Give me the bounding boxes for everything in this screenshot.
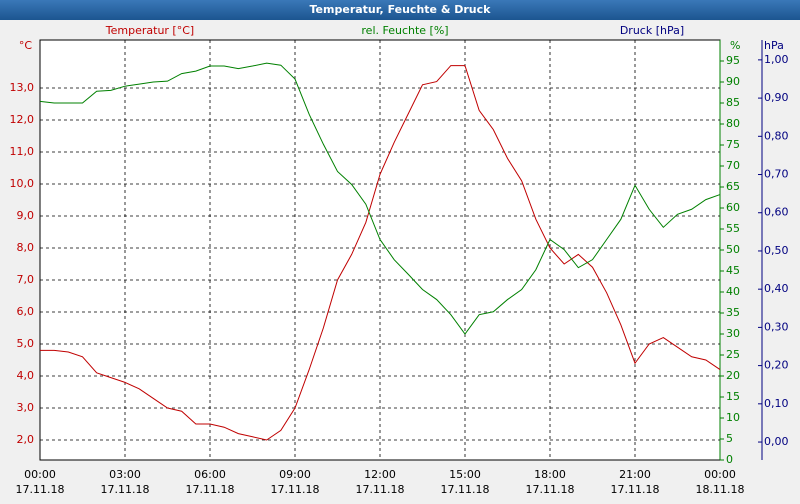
y-axis-title: Temperatur [°C] [105, 24, 194, 37]
x-tick-label: 15:00 [449, 468, 481, 481]
y3-tick-label: 0,80 [764, 129, 789, 142]
y-tick-label: 10,0 [10, 177, 35, 190]
x-tick-label: 06:00 [194, 468, 226, 481]
series-line [40, 65, 721, 441]
y-tick-label: 8,0 [17, 241, 35, 254]
y-tick-label: 11,0 [10, 145, 35, 158]
y2-tick-label: 85 [726, 96, 740, 109]
y2-tick-label: 70 [726, 159, 740, 172]
y2-tick-label: 55 [726, 222, 740, 235]
y2-tick-label: 60 [726, 201, 740, 214]
x-tick-date: 17.11.18 [611, 483, 660, 496]
x-tick-date: 17.11.18 [526, 483, 575, 496]
y2-axis-title: rel. Feuchte [%] [361, 24, 448, 37]
y-tick-label: 9,0 [17, 209, 35, 222]
y3-tick-label: 0,90 [764, 91, 789, 104]
y2-tick-label: 50 [726, 243, 740, 256]
y3-tick-label: 0,10 [764, 397, 789, 410]
y-tick-label: 7,0 [17, 273, 35, 286]
x-tick-date: 17.11.18 [441, 483, 490, 496]
x-tick-label: 18:00 [534, 468, 566, 481]
y3-tick-label: 0,50 [764, 244, 789, 257]
x-tick-date: 17.11.18 [16, 483, 65, 496]
y3-unit: hPa [764, 39, 784, 52]
y-tick-label: 13,0 [10, 81, 35, 94]
y-tick-label: 3,0 [17, 401, 35, 414]
y3-axis-title: Druck [hPa] [620, 24, 684, 37]
y-unit: °C [19, 39, 33, 52]
y2-tick-label: 75 [726, 138, 740, 151]
chart-title: Temperatur, Feuchte & Druck [310, 3, 492, 16]
y-tick-label: 2,0 [17, 433, 35, 446]
y2-tick-label: 65 [726, 180, 740, 193]
title-bar [0, 0, 800, 20]
y2-tick-label: 30 [726, 327, 740, 340]
x-tick-label: 12:00 [364, 468, 396, 481]
y-tick-label: 12,0 [10, 113, 35, 126]
y3-tick-label: 0,20 [764, 359, 789, 372]
y-tick-label: 6,0 [17, 305, 35, 318]
y-tick-label: 4,0 [17, 369, 35, 382]
x-tick-label: 03:00 [109, 468, 141, 481]
y2-tick-label: 90 [726, 75, 740, 88]
y2-tick-label: 0 [726, 453, 733, 466]
y2-tick-label: 5 [726, 432, 733, 445]
y2-tick-label: 35 [726, 306, 740, 319]
y3-tick-label: 0,70 [764, 168, 789, 181]
y3-tick-label: 0,00 [764, 435, 789, 448]
y-tick-label: 5,0 [17, 337, 35, 350]
y2-tick-label: 20 [726, 369, 740, 382]
x-tick-label: 00:00 [704, 468, 736, 481]
x-tick-date: 17.11.18 [186, 483, 235, 496]
x-tick-date: 18.11.18 [696, 483, 745, 496]
y2-tick-label: 10 [726, 411, 740, 424]
y3-tick-label: 1,00 [764, 53, 789, 66]
y2-unit: % [730, 39, 740, 52]
y2-tick-label: 15 [726, 390, 740, 403]
y3-tick-label: 0,40 [764, 282, 789, 295]
y2-tick-label: 95 [726, 54, 740, 67]
x-tick-date: 17.11.18 [356, 483, 405, 496]
y3-tick-label: 0,30 [764, 320, 789, 333]
y2-tick-label: 25 [726, 348, 740, 361]
y3-tick-label: 0,60 [764, 206, 789, 219]
y2-tick-label: 40 [726, 285, 740, 298]
y2-tick-label: 45 [726, 264, 740, 277]
x-tick-label: 00:00 [24, 468, 56, 481]
y2-tick-label: 80 [726, 117, 740, 130]
x-tick-label: 21:00 [619, 468, 651, 481]
x-tick-label: 09:00 [279, 468, 311, 481]
x-tick-date: 17.11.18 [101, 483, 150, 496]
series-line [39, 62, 721, 335]
x-tick-date: 17.11.18 [271, 483, 320, 496]
